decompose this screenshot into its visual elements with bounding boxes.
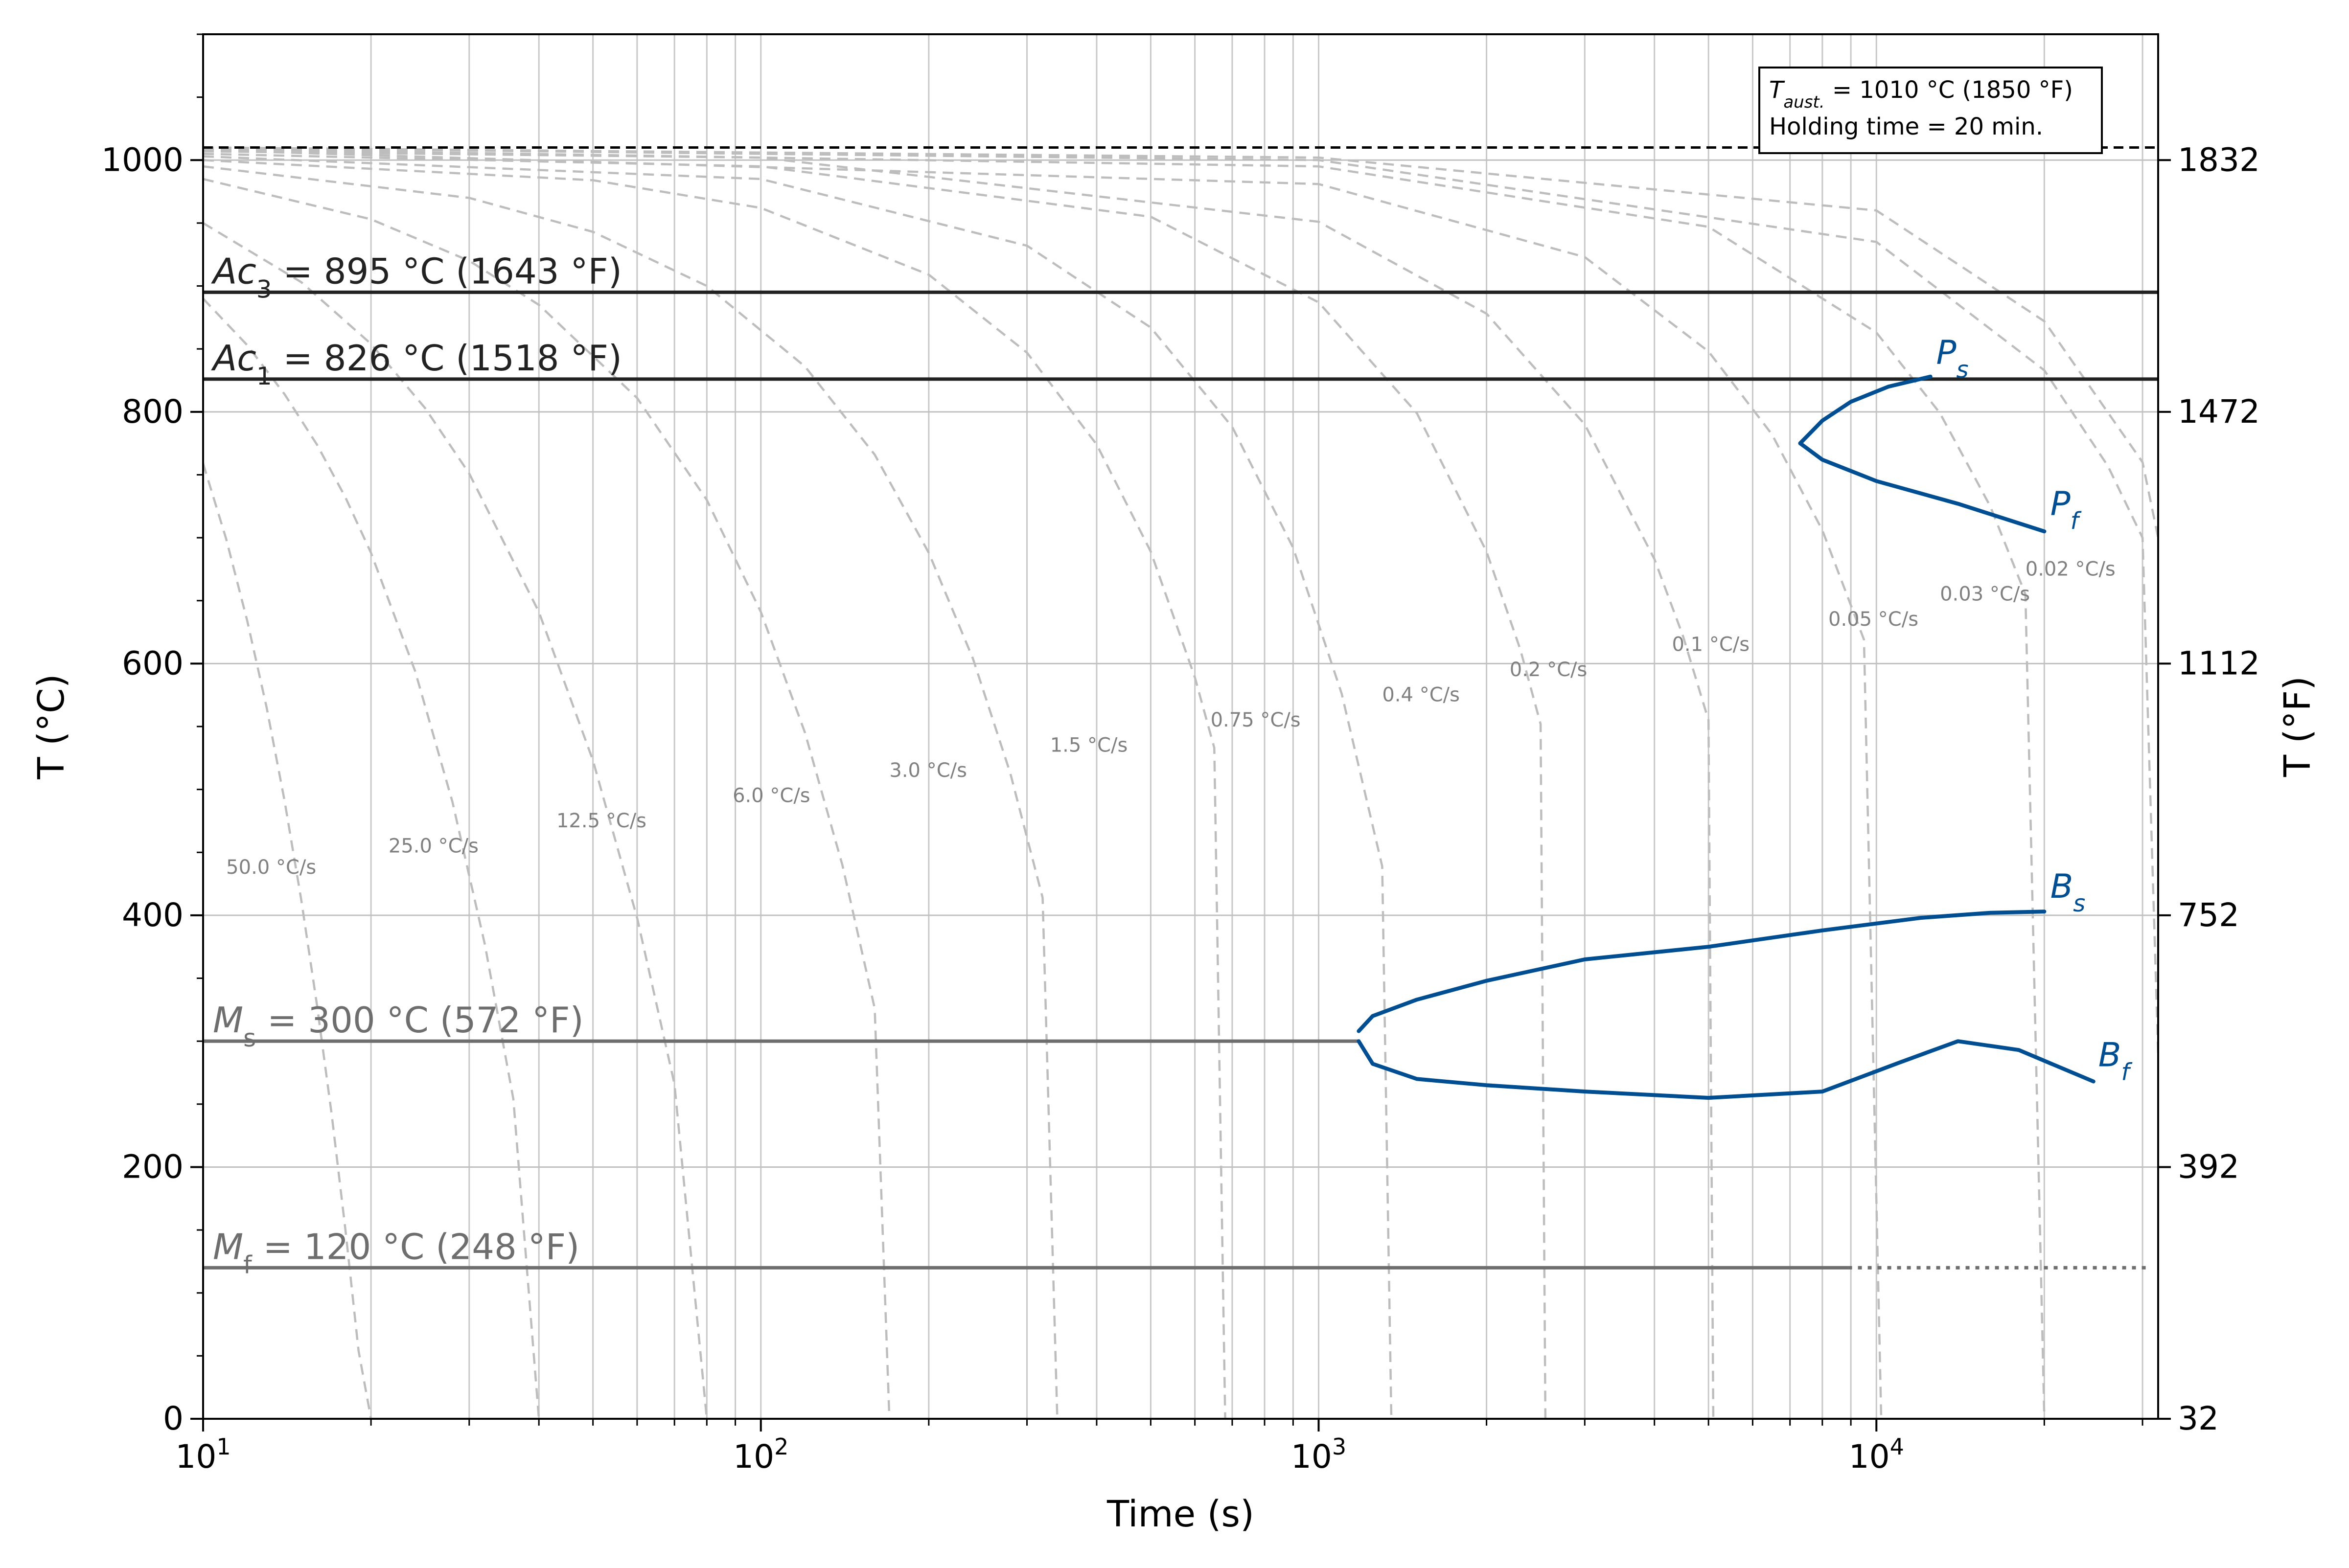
- tick-exp: 2: [774, 1433, 788, 1460]
- cooling-rate-label: 0.05 °C/s: [1828, 608, 1918, 631]
- transformation-curve-bf: [1357, 1039, 2096, 1100]
- cooling-rate-label: 3.0 °C/s: [889, 759, 967, 782]
- transformation-label: Ps: [1936, 334, 1968, 384]
- cooling-rate-label: 25.0 °C/s: [389, 835, 479, 857]
- tick-base: 10: [175, 1438, 216, 1476]
- axes: 101 102 103 1040200400600800100032392752111…: [30, 33, 2319, 1535]
- label-rest: = 300 °C (572 °F): [256, 1000, 583, 1041]
- critical-line-label: Ac1 = 826 °C (1518 °F): [211, 338, 622, 390]
- y-tick-label: 800: [122, 393, 184, 431]
- transformation-label: Pf: [2050, 485, 2082, 535]
- tick-exp: 1: [216, 1433, 230, 1460]
- y-tick-label: 0: [163, 1400, 184, 1437]
- info-box-frame: [1758, 67, 2103, 154]
- critical-lines: Ac3 = 895 °C (1643 °F)Ac1 = 826 °C (1518…: [203, 146, 2158, 1279]
- x-axis-title: Time (s): [1106, 1493, 1254, 1535]
- cooling-curve: [203, 178, 891, 1419]
- tick-base: 10: [733, 1438, 774, 1476]
- label-sub: s: [243, 1024, 256, 1052]
- y2-tick-label: 392: [2178, 1148, 2239, 1185]
- cooling-rate-label: 0.4 °C/s: [1382, 684, 1460, 706]
- cooling-rate-label: 12.5 °C/s: [556, 810, 646, 832]
- info-rest: = 1010 °C (1850 °F): [1825, 76, 2073, 104]
- label-sub: f: [2071, 507, 2082, 535]
- x-tick-label: 103: [1291, 1433, 1346, 1476]
- cooling-rate-label: 0.03 °C/s: [1940, 583, 2030, 606]
- transformation-curve-ps: [1798, 374, 1933, 446]
- cooling-curve: [203, 165, 1059, 1419]
- y2-tick-label: 32: [2178, 1400, 2219, 1437]
- y2-axis-title: T (°F): [2277, 676, 2319, 777]
- cooling-curve: [202, 222, 708, 1419]
- cooling-curve: [203, 155, 1393, 1419]
- label-main: M: [213, 1226, 243, 1267]
- transformation-label: Bf: [2098, 1036, 2133, 1086]
- y-axis-title: T (°C): [30, 674, 72, 779]
- label-main: Ac: [211, 250, 256, 292]
- y2-tick-label: 1472: [2178, 393, 2260, 431]
- label-sub: 1: [256, 362, 272, 390]
- cooling-curve: [203, 149, 1883, 1419]
- label-main: B: [2098, 1036, 2121, 1075]
- x-tick-label: 102: [733, 1433, 788, 1476]
- label-sub: s: [2073, 890, 2085, 917]
- transformation-label: Bs: [2050, 867, 2086, 917]
- y-tick-label: 400: [122, 896, 184, 934]
- label-main: Ac: [211, 338, 256, 379]
- tick-base: 10: [1849, 1438, 1890, 1476]
- label-rest: = 120 °C (248 °F): [252, 1226, 579, 1267]
- cooling-curve: [203, 153, 1547, 1419]
- cooling-curve: [202, 297, 540, 1419]
- critical-line-label: Ms = 300 °C (572 °F): [213, 1000, 584, 1052]
- cooling-rate-label: 50.0 °C/s: [226, 856, 316, 879]
- label-main: P: [2050, 485, 2071, 523]
- cooling-rate-label: 0.2 °C/s: [1510, 659, 1588, 681]
- cooling-rate-label: 0.75 °C/s: [1211, 709, 1301, 731]
- cooling-rate-label: 0.02 °C/s: [2026, 558, 2116, 580]
- cooling-curve: [203, 150, 1715, 1419]
- cooling-curves: 50.0 °C/s 25.0 °C/s 12.5 °C/s 6.0 °C/s 3.0 °…: [202, 146, 2160, 1419]
- transformation-curve-bs: [1357, 909, 2047, 1033]
- cooling-rate-label: 1.5 °C/s: [1050, 734, 1128, 756]
- label-main: P: [1936, 334, 1956, 372]
- y2-tick-label: 752: [2178, 896, 2239, 934]
- tick-base: 10: [1291, 1438, 1332, 1476]
- label-sub: s: [1956, 356, 1968, 384]
- y2-tick-label: 1832: [2178, 141, 2260, 179]
- cooling-curve: [203, 146, 2160, 538]
- tick-exp: 3: [1332, 1433, 1346, 1460]
- y2-tick-label: 1112: [2178, 644, 2260, 682]
- y-tick-label: 200: [122, 1148, 184, 1185]
- label-rest: = 895 °C (1643 °F): [272, 250, 622, 292]
- cooling-curve: [203, 146, 2160, 1054]
- x-tick-label: 104: [1849, 1433, 1904, 1476]
- info-line-2: Holding time = 20 min.: [1769, 113, 2043, 140]
- info-line-1: Taust. = 1010 °C (1850 °F): [1769, 76, 2073, 112]
- cooling-curve: [203, 147, 2046, 1419]
- label-rest: = 826 °C (1518 °F): [272, 338, 622, 379]
- critical-line-label: Ac3 = 895 °C (1643 °F): [211, 250, 622, 303]
- label-main: B: [2050, 867, 2073, 906]
- transformation-curve-pf: [1798, 441, 2047, 534]
- cooling-rate-label: 0.1 °C/s: [1672, 634, 1750, 656]
- cooling-curve: [203, 159, 1226, 1419]
- cooling-curve: [202, 463, 372, 1419]
- label-sub: f: [243, 1250, 253, 1279]
- info-box: Taust. = 1010 °C (1850 °F)Holding time =…: [1758, 67, 2103, 154]
- critical-line-label: Mf = 120 °C (248 °F): [213, 1226, 579, 1279]
- y-tick-label: 1000: [101, 141, 184, 179]
- y-tick-label: 600: [122, 644, 184, 682]
- tick-exp: 4: [1890, 1433, 1904, 1460]
- cooling-rate-label: 6.0 °C/s: [733, 784, 810, 807]
- x-tick-label: 101: [175, 1433, 230, 1476]
- info-main: T: [1769, 76, 1785, 104]
- label-sub: 3: [256, 275, 272, 303]
- label-sub: f: [2121, 1059, 2132, 1086]
- label-main: M: [213, 1000, 243, 1041]
- info-sub: aust.: [1783, 92, 1824, 112]
